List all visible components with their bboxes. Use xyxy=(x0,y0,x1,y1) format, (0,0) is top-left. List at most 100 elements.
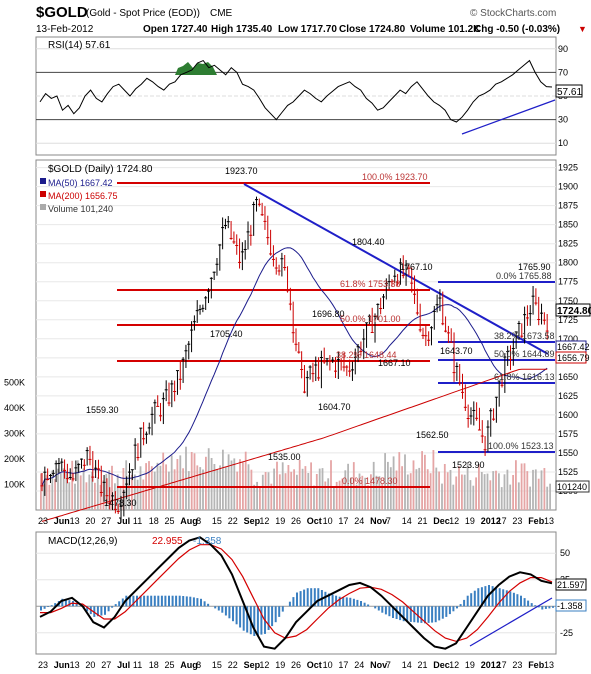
macd-hist-bar xyxy=(214,606,217,609)
volume-bar xyxy=(131,474,133,510)
macd-hist-bar xyxy=(448,606,451,615)
macd-hist-bar xyxy=(374,606,377,609)
price-tick-label: 1825 xyxy=(558,239,578,249)
x-axis-label: 21 xyxy=(418,516,428,526)
x-axis-label: Dec xyxy=(433,516,450,526)
volume-bar xyxy=(435,467,438,510)
macd-hist-bar xyxy=(413,606,416,623)
volume-tick-label: 500K xyxy=(4,378,25,388)
header-low: Low 1717.70 xyxy=(278,24,337,35)
header-date: 13-Feb-2012 xyxy=(36,24,94,35)
macd-hist-bar xyxy=(552,606,554,608)
volume-bar xyxy=(418,467,421,510)
x-axis-label: 22 xyxy=(228,516,238,526)
x-axis-label: 17 xyxy=(338,516,348,526)
macd-hist-bar xyxy=(509,591,512,607)
macd-line xyxy=(39,536,553,650)
macd-hist-bar xyxy=(207,603,210,607)
ann-1643: 1643.70 xyxy=(440,346,473,356)
macd-hist-bar xyxy=(313,588,316,607)
legend-volume: Volume 101,240 xyxy=(48,204,113,214)
volume-bar xyxy=(358,473,361,510)
x-axis-label: 18 xyxy=(149,660,159,670)
symbol-title: $GOLD xyxy=(36,4,88,21)
volume-bar xyxy=(264,472,267,510)
x-axis-label: 23 xyxy=(512,660,522,670)
downtrend-line xyxy=(243,183,549,355)
macd-hist-bar xyxy=(377,606,380,611)
ann-1696: 1696.80 xyxy=(312,309,345,319)
x-axis-label: Oct xyxy=(307,516,322,526)
volume-bar xyxy=(367,485,369,510)
volume-bar xyxy=(409,473,412,510)
macd-hist-bar xyxy=(54,603,57,607)
volume-bar xyxy=(94,482,96,510)
macd-hist-bar xyxy=(224,606,227,616)
volume-bar xyxy=(284,473,287,510)
header-volume: Volume 101.2K xyxy=(410,24,481,35)
volume-bar xyxy=(321,468,324,510)
macd-hist-bar xyxy=(381,606,384,613)
x-axis-label: 2012 xyxy=(481,516,501,526)
macd-label: MACD(12,26,9) xyxy=(48,536,117,547)
macd-hist-bar xyxy=(484,586,487,607)
x-axis-label: Oct xyxy=(307,660,322,670)
volume-bar xyxy=(529,486,531,510)
price-tick-label: 1625 xyxy=(558,391,578,401)
x-axis-label: 13 xyxy=(544,660,554,670)
volume-bar xyxy=(71,460,74,510)
volume-bar xyxy=(372,461,375,510)
macd-hist-bar xyxy=(178,595,181,607)
volume-bar xyxy=(54,479,56,510)
volume-bar xyxy=(150,466,153,510)
symbol-description: (Gold - Spot Price (EOD)) xyxy=(86,8,200,19)
x-axis-label: 25 xyxy=(165,516,175,526)
volume-bar xyxy=(461,474,463,510)
x-axis-label: 25 xyxy=(165,660,175,670)
volume-bar xyxy=(426,469,429,510)
volume-bar xyxy=(466,462,469,510)
volume-bar xyxy=(344,470,347,510)
macd-hist-bar xyxy=(139,595,142,607)
volume-bar xyxy=(182,468,184,510)
volume-bar xyxy=(261,474,264,510)
x-axis-label: 27 xyxy=(101,516,111,526)
volume-bar xyxy=(222,449,224,510)
x-axis-label: 13 xyxy=(544,516,554,526)
volume-bar xyxy=(338,480,341,510)
macd-hist-bar xyxy=(271,606,274,627)
macd-hist-bar xyxy=(409,606,412,622)
volume-bar xyxy=(301,468,304,510)
volume-bar xyxy=(82,468,85,510)
macd-hist-bar xyxy=(363,602,366,607)
x-axis-label: 12 xyxy=(449,660,459,670)
header-high: High 1735.40 xyxy=(211,24,273,35)
x-axis-label: 2012 xyxy=(481,660,501,670)
macd-hist-bar xyxy=(424,606,426,624)
ann-1705: 1705.40 xyxy=(210,329,243,339)
macd-hist-bar xyxy=(505,590,508,607)
volume-bar xyxy=(392,456,395,510)
macd-hist-bar xyxy=(232,606,234,622)
macd-hist-bar xyxy=(480,587,483,607)
macd-hist-bar xyxy=(185,596,188,607)
volume-bar xyxy=(236,471,239,510)
volume-bar xyxy=(543,468,546,510)
volume-bar xyxy=(79,475,82,510)
macd-hist-bar xyxy=(317,588,320,607)
x-axis-label: 17 xyxy=(497,516,507,526)
volume-bar xyxy=(404,454,406,510)
volume-bar xyxy=(51,470,54,510)
volume-bar xyxy=(412,460,415,510)
macd-hist-bar xyxy=(438,606,441,621)
ann-1804: 1804.40 xyxy=(352,237,385,247)
x-axis-label: 23 xyxy=(38,516,48,526)
macd-hist-bar xyxy=(296,592,298,607)
macd-hist-bar xyxy=(43,606,46,609)
volume-tick-label: 400K xyxy=(4,403,25,413)
macd-value-box xyxy=(555,578,587,591)
macd-hist-bar xyxy=(68,600,71,607)
ma200-value-box xyxy=(555,351,587,364)
price-tick-label: 1750 xyxy=(558,296,578,306)
x-axis-label: 24 xyxy=(354,516,364,526)
